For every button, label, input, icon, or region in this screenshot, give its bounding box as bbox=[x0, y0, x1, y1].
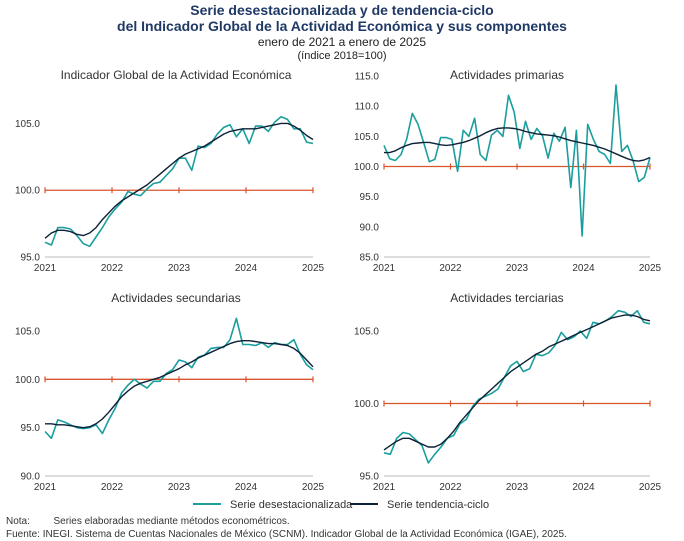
chart-panel-3: Actividades secundarias 90.0 95.0 100.0 105.… bbox=[15, 291, 325, 493]
x-tick-label: 2025 bbox=[302, 263, 325, 274]
x-tick-label: 2021 bbox=[373, 482, 396, 493]
x-tick-label: 2025 bbox=[639, 482, 662, 493]
legend-label-tc: Serie tendencia-ciclo bbox=[387, 499, 489, 511]
y-tick-label: 105.0 bbox=[354, 327, 379, 338]
y-tick-label: 100.0 bbox=[15, 186, 40, 197]
y-tick-label: 100.0 bbox=[354, 399, 379, 410]
y-tick-label: 105.0 bbox=[354, 132, 379, 143]
y-tick-label: 90.0 bbox=[21, 472, 41, 483]
panel-title: Actividades terciarias bbox=[450, 291, 563, 305]
x-tick-label: 2023 bbox=[168, 482, 191, 493]
source-note: Fuente: INEGI. Sistema de Cuentas Nacion… bbox=[6, 529, 567, 540]
y-tick-label: 100.0 bbox=[354, 162, 379, 173]
footnote: Nota: Series elaboradas mediante métodos… bbox=[6, 516, 290, 527]
x-tick-label: 2023 bbox=[506, 263, 529, 274]
series-line-desestacionalizada bbox=[44, 317, 314, 440]
y-tick-label: 95.0 bbox=[21, 423, 41, 434]
x-tick-label: 2021 bbox=[34, 482, 57, 493]
series-line-tendencia-ciclo bbox=[45, 340, 314, 429]
panel-title: Actividades primarias bbox=[450, 68, 564, 82]
x-tick-label: 2022 bbox=[101, 263, 124, 274]
chart-title-line1: Serie desestacionalizada y de tendencia-… bbox=[190, 2, 494, 18]
chart-title-line2: del Indicador Global de la Actividad Eco… bbox=[117, 18, 567, 34]
x-tick-label: 2024 bbox=[235, 482, 258, 493]
x-tick-label: 2021 bbox=[373, 263, 396, 274]
x-tick-label: 2024 bbox=[235, 263, 258, 274]
series-line-desestacionalizada bbox=[44, 116, 314, 248]
series-line-desestacionalizada bbox=[383, 84, 651, 237]
y-tick-label: 95.0 bbox=[21, 253, 41, 264]
note-label: Nota: bbox=[6, 516, 30, 527]
series-line-desestacionalizada bbox=[383, 309, 651, 464]
y-tick-label: 95.0 bbox=[360, 472, 380, 483]
y-tick-label: 105.0 bbox=[15, 327, 40, 338]
source-label: Fuente: bbox=[6, 529, 40, 540]
x-tick-label: 2025 bbox=[639, 263, 662, 274]
panel-title: Indicador Global de la Actividad Económi… bbox=[61, 68, 292, 82]
legend-label-sa: Serie desestacionalizada bbox=[230, 499, 353, 511]
x-tick-label: 2021 bbox=[34, 263, 57, 274]
series-line-tendencia-ciclo bbox=[384, 127, 651, 162]
y-tick-label: 110.0 bbox=[355, 102, 380, 113]
chart-period: enero de 2021 a enero de 2025 bbox=[257, 35, 427, 49]
x-tick-label: 2024 bbox=[572, 263, 595, 274]
panel-title: Actividades secundarias bbox=[111, 291, 240, 305]
y-tick-label: 95.0 bbox=[360, 192, 380, 203]
y-tick-label: 85.0 bbox=[360, 253, 380, 264]
source-text: INEGI. Sistema de Cuentas Nacionales de … bbox=[42, 529, 567, 540]
x-tick-label: 2022 bbox=[101, 482, 124, 493]
x-tick-label: 2025 bbox=[302, 482, 325, 493]
y-tick-label: 100.0 bbox=[15, 375, 40, 386]
x-tick-label: 2024 bbox=[572, 482, 595, 493]
x-tick-label: 2022 bbox=[439, 263, 462, 274]
y-tick-label: 90.0 bbox=[360, 222, 380, 233]
y-tick-label: 115.0 bbox=[355, 72, 380, 83]
chart-panel-4: Actividades terciarias 95.0 100.0 105.0 2021… bbox=[354, 291, 662, 493]
series-line-tendencia-ciclo bbox=[383, 314, 651, 451]
x-tick-label: 2022 bbox=[439, 482, 462, 493]
y-tick-label: 105.0 bbox=[15, 119, 40, 130]
x-tick-label: 2023 bbox=[506, 482, 529, 493]
note-text: Series elaboradas mediante métodos econo… bbox=[53, 516, 290, 527]
legend: Serie desestacionalizada Serie tendencia-… bbox=[193, 499, 489, 511]
chart-panel-2: Actividades primarias 85.0 90.0 95.0 100.0 10… bbox=[354, 68, 662, 274]
chart-base: (índice 2018=100) bbox=[297, 50, 387, 62]
x-tick-label: 2023 bbox=[168, 263, 191, 274]
chart-panel-1: Indicador Global de la Actividad Económi… bbox=[15, 68, 325, 274]
series-line-tendencia-ciclo bbox=[44, 122, 314, 239]
